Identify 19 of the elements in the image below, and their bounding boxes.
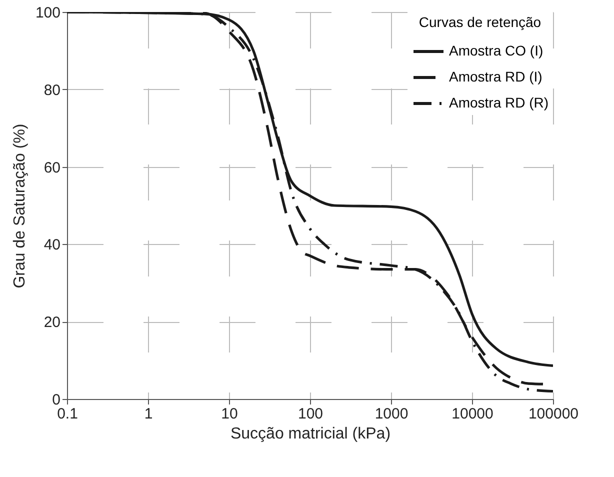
legend-label: Amostra RD (R) — [449, 94, 549, 110]
y-axis-title: Grau de Saturação (%) — [11, 124, 28, 288]
x-tick-label: 10 — [221, 406, 238, 422]
legend-title: Curvas de retenção — [418, 14, 542, 30]
y-tick-label: 100 — [35, 4, 60, 22]
x-tick-label: 1 — [144, 406, 153, 422]
x-tick-label: 100000 — [528, 406, 579, 422]
x-axis-title: Sucção matricial (kPa) — [230, 426, 391, 442]
x-tick-label: 1000 — [374, 406, 408, 422]
y-tick-label: 60 — [44, 159, 60, 176]
legend-label: Amostra RD (I) — [449, 68, 542, 84]
y-tick-label: 0 — [52, 392, 60, 408]
x-tick-label: 100 — [298, 406, 324, 422]
y-tick-label: 80 — [44, 82, 60, 99]
legend-label: Amostra CO (I) — [449, 42, 544, 58]
y-tick-label: 20 — [44, 314, 60, 332]
x-tick-label: 10000 — [452, 406, 494, 422]
y-tick-label: 40 — [44, 236, 60, 254]
x-tick-label: 0.1 — [57, 406, 78, 422]
